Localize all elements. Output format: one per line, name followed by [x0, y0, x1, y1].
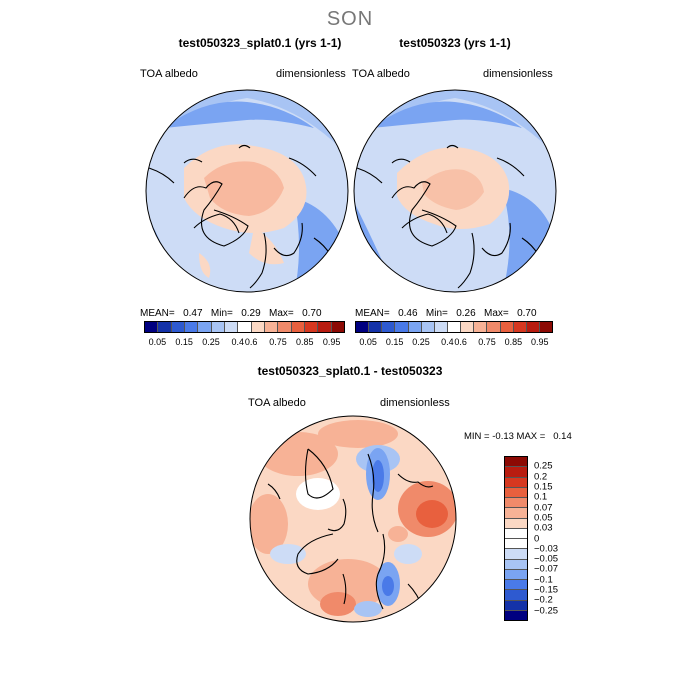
- colorbar-swatch: [304, 322, 319, 332]
- colorbar-swatch: [505, 610, 527, 620]
- colorbar-swatch: [505, 467, 527, 478]
- colorbar-swatch: [158, 322, 172, 332]
- diff-colorbar-labels: 0.25 0.2 0.15 0.1 0.07 0.05 0.03 0 −0.03 −0.05 −0.…: [534, 456, 594, 621]
- colorbar-swatch: [382, 322, 396, 332]
- colorbar-tick-label: 0.95: [322, 337, 341, 347]
- colorbar-tick-label: 0.95: [531, 337, 549, 347]
- colorbar-tick-label: 0.1: [534, 491, 548, 503]
- colorbar-swatch: [526, 322, 540, 332]
- colorbar-swatch: [184, 322, 199, 332]
- colorbar-swatch: [505, 549, 527, 560]
- colorbar-tick-label: 0.25: [202, 337, 220, 347]
- colorbar-tick-label: 0.03: [534, 522, 553, 534]
- colorbar-tick-label: 0.6: [454, 337, 467, 347]
- colorbar-tick-label: −0.2: [534, 594, 553, 606]
- colorbar-tick-label: 0.15: [385, 337, 404, 347]
- colorbar-swatch: [369, 322, 383, 332]
- diff-colorbar: [504, 456, 528, 621]
- colorbar-swatch: [505, 518, 527, 529]
- diff-min-max: MIN = -0.13 MAX = 0.14: [464, 431, 572, 442]
- panel1-polar-map: [145, 89, 349, 293]
- colorbar-tick-label: 0.85: [504, 337, 523, 347]
- colorbar-swatch: [198, 322, 212, 332]
- colorbar-swatch: [421, 322, 435, 332]
- colorbar-swatch: [505, 580, 527, 591]
- panel2-polar-map: [353, 89, 557, 293]
- panel2-var-label: TOA albedo: [352, 68, 410, 80]
- colorbar-swatch: [408, 322, 422, 332]
- panel2-colorbar-labels: 0.05 0.15 0.25 0.4 0.6 0.75 0.85 0.95: [355, 337, 553, 349]
- colorbar-swatch: [487, 322, 501, 332]
- panel1-colorbar: [144, 321, 345, 333]
- colorbar-swatch: [395, 322, 409, 332]
- colorbar-swatch: [505, 498, 527, 509]
- colorbar-tick-label: −0.15: [534, 584, 559, 596]
- colorbar-tick-label: −0.03: [534, 543, 559, 555]
- colorbar-tick-label: 0.05: [148, 337, 167, 347]
- colorbar-swatch: [505, 508, 527, 519]
- colorbar-swatch: [291, 322, 305, 332]
- colorbar-swatch: [171, 322, 185, 332]
- colorbar-tick-label: −0.1: [534, 574, 553, 586]
- colorbar-tick-label: 0.15: [534, 481, 553, 493]
- diff-panel-title: test050323_splat0.1 - test050323: [257, 364, 443, 378]
- colorbar-tick-label: 0.25: [534, 460, 553, 472]
- colorbar-swatch: [505, 590, 527, 601]
- colorbar-tick-label: 0.25: [412, 337, 430, 347]
- panel2-stats: MEAN= 0.46 Min= 0.26 Max= 0.70: [355, 308, 537, 319]
- colorbar-tick-label: −0.25: [534, 605, 559, 617]
- panel1-var-label: TOA albedo: [140, 68, 198, 80]
- colorbar-swatch: [505, 539, 527, 550]
- colorbar-tick-label: 0.05: [359, 337, 377, 347]
- panel1-colorbar-labels: 0.05 0.15 0.25 0.4 0.6 0.75 0.85 0.95: [144, 337, 345, 349]
- colorbar-tick-label: 0.4: [231, 337, 245, 347]
- colorbar-swatch: [264, 322, 279, 332]
- panel2-title: test050323 (yrs 1-1): [399, 36, 511, 50]
- colorbar-swatch: [505, 559, 527, 570]
- colorbar-tick-label: 0.75: [478, 337, 496, 347]
- colorbar-swatch: [251, 322, 265, 332]
- colorbar-swatch: [434, 322, 448, 332]
- colorbar-swatch: [238, 322, 252, 332]
- colorbar-swatch: [539, 322, 553, 332]
- colorbar-swatch: [500, 322, 514, 332]
- colorbar-swatch: [505, 457, 527, 468]
- panel2-units: dimensionless: [483, 68, 553, 80]
- colorbar-swatch: [474, 322, 488, 332]
- panel2-colorbar: [355, 321, 553, 333]
- colorbar-tick-label: 0.07: [534, 502, 553, 514]
- diff-polar-map: [249, 415, 457, 623]
- colorbar-swatch: [461, 322, 475, 332]
- colorbar-tick-label: 0.15: [175, 337, 193, 347]
- colorbar-swatch: [447, 322, 462, 332]
- figure-title: SON: [326, 8, 374, 30]
- colorbar-tick-label: 0.2: [534, 471, 548, 483]
- colorbar-tick-label: 0.05: [534, 512, 553, 524]
- panel1-title: test050323_splat0.1 (yrs 1-1): [178, 36, 342, 50]
- colorbar-swatch: [505, 600, 527, 611]
- colorbar-tick-label: 0.75: [269, 337, 287, 347]
- colorbar-swatch: [505, 477, 527, 488]
- colorbar-swatch: [331, 322, 344, 332]
- diff-units: dimensionless: [380, 397, 450, 409]
- colorbar-swatch: [513, 322, 527, 332]
- colorbar-swatch: [224, 322, 239, 332]
- colorbar-swatch: [505, 528, 527, 539]
- colorbar-swatch: [211, 322, 225, 332]
- colorbar-swatch: [278, 322, 292, 332]
- colorbar-swatch: [318, 322, 332, 332]
- colorbar-swatch: [505, 569, 527, 580]
- colorbar-tick-label: 0.4: [441, 337, 454, 347]
- panel1-units: dimensionless: [276, 68, 346, 80]
- colorbar-tick-label: 0: [534, 533, 540, 544]
- colorbar-swatch: [505, 487, 527, 498]
- colorbar-swatch: [145, 322, 159, 332]
- colorbar-swatch: [356, 322, 370, 332]
- colorbar-tick-label: −0.07: [534, 563, 559, 575]
- diff-var-label: TOA albedo: [248, 397, 306, 409]
- colorbar-tick-label: 0.6: [244, 337, 258, 347]
- colorbar-tick-label: −0.05: [534, 553, 559, 565]
- panel1-stats: MEAN= 0.47 Min= 0.29 Max= 0.70: [140, 308, 322, 319]
- colorbar-tick-label: 0.85: [296, 337, 314, 347]
